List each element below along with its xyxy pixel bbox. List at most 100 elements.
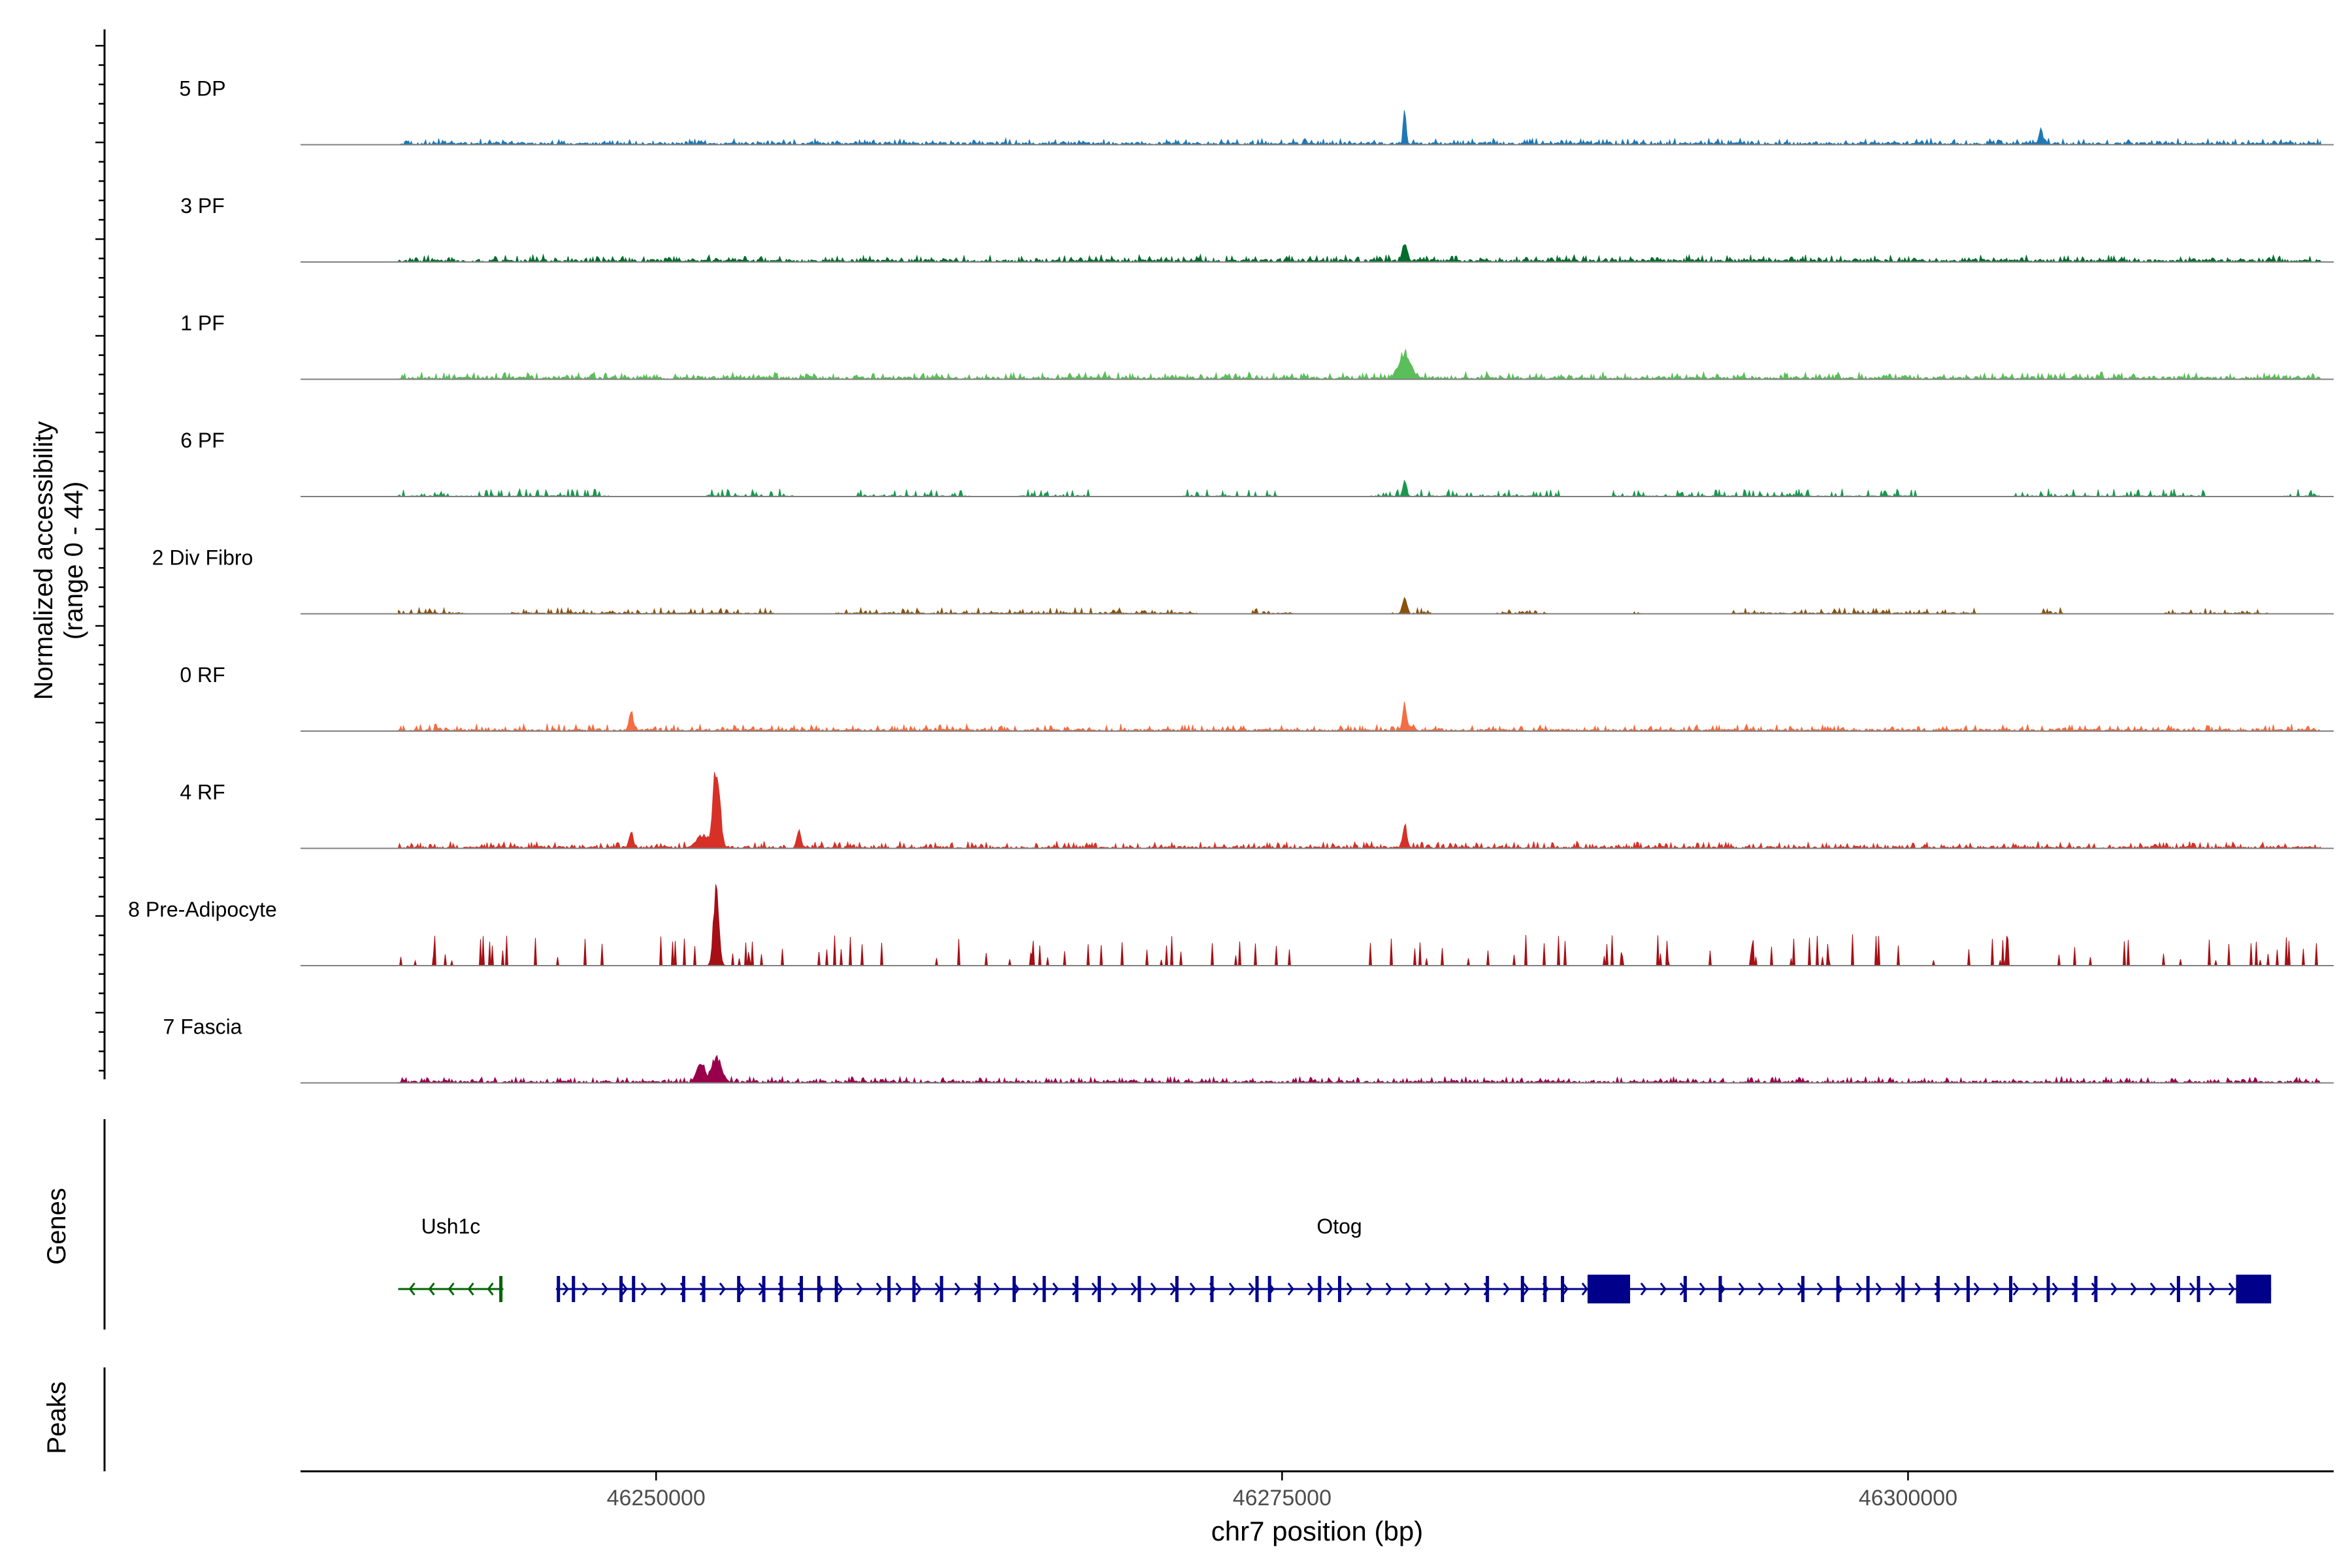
exon xyxy=(1210,1276,1214,1302)
exon xyxy=(1801,1276,1805,1302)
exon xyxy=(572,1276,576,1302)
exon xyxy=(1866,1276,1870,1302)
strand-arrow xyxy=(1816,1282,1823,1296)
strand-arrow xyxy=(2169,1282,2176,1296)
strand-arrow xyxy=(1993,1282,2000,1296)
exon xyxy=(1098,1276,1102,1302)
strand-arrow xyxy=(1757,1282,1765,1296)
coverage-area xyxy=(398,772,2322,850)
strand-arrow xyxy=(719,1282,726,1296)
strand-arrow xyxy=(1130,1282,1137,1296)
track-6-pf: 6 PF xyxy=(180,429,2334,498)
strand-arrow xyxy=(621,1282,628,1296)
strand-arrow xyxy=(467,1282,474,1296)
exon xyxy=(1901,1276,1905,1302)
strand-arrow xyxy=(1581,1282,1588,1296)
strand-arrow xyxy=(1777,1282,1784,1296)
strand-arrow xyxy=(1385,1282,1392,1296)
track-2-div-fibro: 2 Div Fibro xyxy=(152,546,2334,615)
coverage-tracks: 5 DP 3 PF 1 PF 6 PF 2 Div Fibro 0 RF 4 RF 8 Pre… xyxy=(128,77,2334,1085)
strand-arrow xyxy=(1640,1282,1647,1296)
strand-arrow xyxy=(581,1282,589,1296)
exon xyxy=(1543,1276,1547,1302)
exon xyxy=(817,1276,821,1302)
strand-arrow xyxy=(895,1282,902,1296)
exon xyxy=(702,1276,706,1302)
strand-arrow xyxy=(1738,1282,1745,1296)
exon xyxy=(1561,1276,1565,1302)
strand-arrow xyxy=(2228,1282,2235,1296)
x-tick-label: 46250000 xyxy=(607,1486,706,1511)
strand-arrow xyxy=(1365,1282,1373,1296)
exon xyxy=(737,1276,741,1302)
strand-arrow xyxy=(1463,1282,1471,1296)
strand-arrow xyxy=(2032,1282,2039,1296)
track-label: 4 RF xyxy=(180,781,225,804)
large-exon xyxy=(1587,1275,1631,1303)
exon xyxy=(1175,1276,1179,1302)
strand-arrow xyxy=(1953,1282,1961,1296)
track-1-pf: 1 PF xyxy=(180,312,2334,381)
strand-arrow xyxy=(448,1282,455,1296)
strand-arrow xyxy=(1189,1282,1196,1296)
gene-otog: Otog xyxy=(555,1215,2272,1303)
track-7-fascia: 7 Fascia xyxy=(163,1015,2334,1085)
x-axis-ticks: 46250000 46275000 46300000 xyxy=(607,1471,1957,1511)
strand-arrow xyxy=(562,1282,569,1296)
exon xyxy=(779,1276,783,1302)
peaks-panel-label: Peaks xyxy=(42,1381,71,1454)
exon xyxy=(632,1276,636,1302)
strand-arrow xyxy=(1052,1282,1059,1296)
track-label: 3 PF xyxy=(180,194,225,218)
exon xyxy=(619,1276,623,1302)
exon xyxy=(1042,1276,1046,1302)
exon xyxy=(1718,1276,1722,1302)
exon xyxy=(1255,1276,1259,1302)
exon xyxy=(2074,1276,2078,1302)
strand-arrow xyxy=(640,1282,647,1296)
exon xyxy=(681,1276,685,1302)
strand-arrow xyxy=(738,1282,745,1296)
strand-arrow xyxy=(1228,1282,1235,1296)
exon xyxy=(912,1276,916,1302)
strand-arrow xyxy=(428,1282,435,1296)
exon xyxy=(1520,1276,1524,1302)
exon xyxy=(1486,1276,1490,1302)
strand-arrow xyxy=(856,1282,863,1296)
exon xyxy=(2009,1276,2013,1302)
track-3-pf: 3 PF xyxy=(180,194,2334,263)
strand-arrow xyxy=(1032,1282,1039,1296)
strand-arrow xyxy=(875,1282,883,1296)
x-tick-label: 46275000 xyxy=(1233,1486,1331,1511)
strand-arrow xyxy=(1326,1282,1333,1296)
gene-name: Ush1c xyxy=(421,1215,481,1238)
strand-arrow xyxy=(1111,1282,1118,1296)
gene-name: Otog xyxy=(1316,1215,1362,1238)
exon xyxy=(887,1276,891,1302)
y-axis-label-line1: Normalized accessibility xyxy=(29,421,58,700)
y-axis-label-line2: (range 0 - 44) xyxy=(59,482,88,640)
strand-arrow xyxy=(915,1282,922,1296)
track-label: 0 RF xyxy=(180,663,225,687)
strand-arrow xyxy=(1522,1282,1529,1296)
track-5-dp: 5 DP xyxy=(179,77,2334,146)
exon xyxy=(2197,1276,2200,1302)
track-label: 7 Fascia xyxy=(163,1015,242,1039)
coverage-area xyxy=(398,349,2322,381)
strand-arrow xyxy=(2149,1282,2157,1296)
exon xyxy=(1267,1276,1271,1302)
strand-arrow xyxy=(1561,1282,1569,1296)
strand-arrow xyxy=(1424,1282,1431,1296)
exon xyxy=(2094,1276,2098,1302)
strand-arrow xyxy=(660,1282,667,1296)
track-label: 1 PF xyxy=(180,312,225,335)
strand-arrow xyxy=(954,1282,961,1296)
strand-arrow xyxy=(1091,1282,1098,1296)
exon xyxy=(977,1276,981,1302)
strand-arrow xyxy=(487,1282,494,1296)
x-tick-label: 46300000 xyxy=(1859,1486,1957,1511)
exon xyxy=(1683,1276,1687,1302)
strand-arrow xyxy=(1699,1282,1706,1296)
y-axis-label: Normalized accessibility (range 0 - 44) xyxy=(29,421,88,700)
strand-arrow xyxy=(1973,1282,1980,1296)
